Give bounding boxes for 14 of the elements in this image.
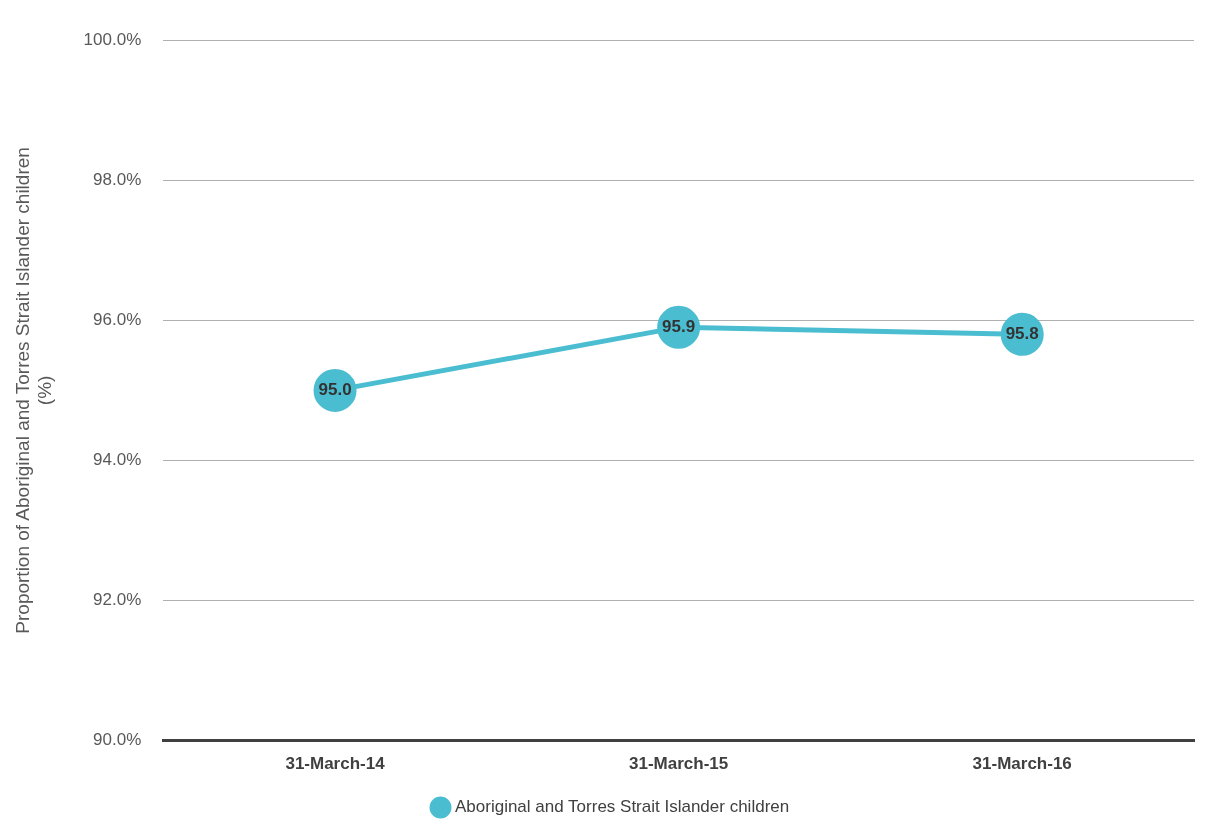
y-tick-label: 94.0% [93,450,142,470]
x-tick-label: 31-March-15 [629,754,729,774]
y-tick-label: 98.0% [93,169,142,189]
x-tick-label: 31-March-14 [285,754,386,774]
x-tick-label: 31-March-16 [972,754,1072,774]
y-tick-label: 96.0% [93,310,142,330]
data-label: 95.9 [662,317,696,337]
y-tick-label: 90.0% [93,730,142,750]
y-tick-label: 92.0% [93,590,142,610]
data-label: 95.8 [1005,324,1039,344]
data-label: 95.0 [318,380,352,400]
y-tick-label: 100.0% [83,29,142,49]
legend-label: Aboriginal and Torres Strait Islander children [455,797,790,817]
y-axis-title: Proportion of Aboriginal and Torres Strait Islander children (%) [11,147,56,634]
